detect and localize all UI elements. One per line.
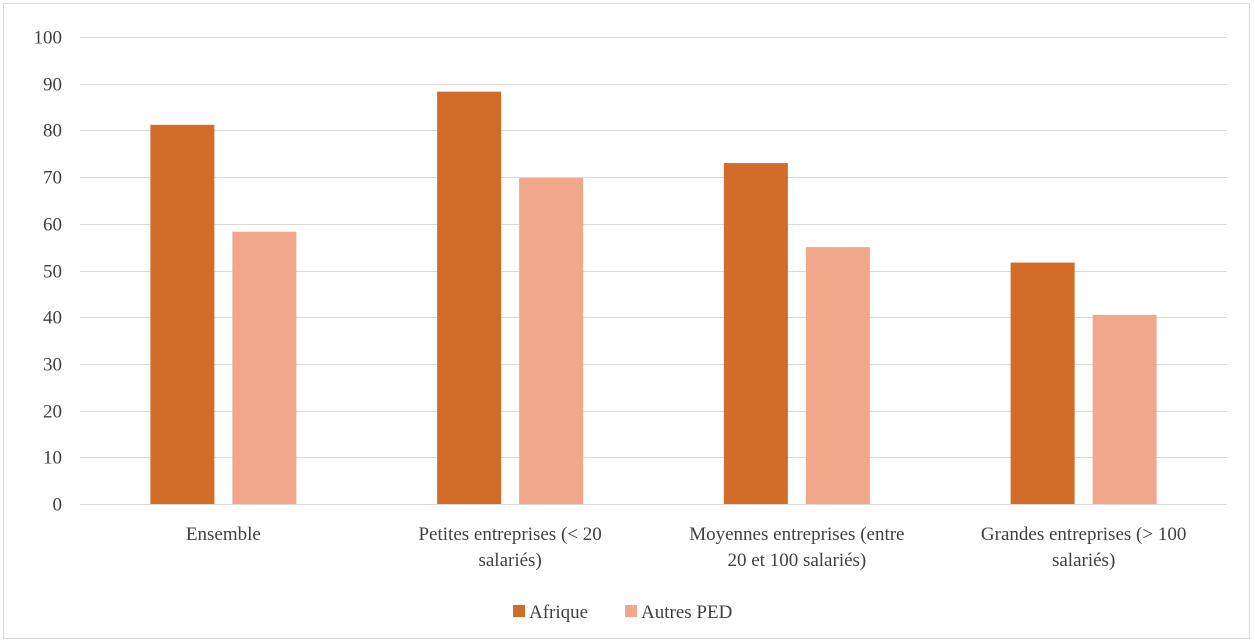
y-tick-label: 10: [43, 448, 62, 469]
y-tick-label: 0: [53, 495, 63, 516]
legend-swatch-0: [513, 605, 525, 617]
x-axis-categories: Ensemble Petites entreprises (< 20 salarié…: [186, 524, 1186, 571]
legend: Afrique Autres PED: [513, 602, 732, 623]
bar-afrique-1: [437, 91, 502, 504]
bar-afrique-3: [1010, 262, 1075, 504]
y-tick-label: 70: [43, 168, 62, 189]
legend-label-0: Afrique: [529, 602, 588, 623]
bar-autres-ped-3: [1092, 314, 1157, 504]
bar-afrique-0: [150, 124, 215, 505]
legend-label-1: Autres PED: [641, 602, 732, 623]
y-tick-label: 50: [43, 262, 62, 283]
x-category-label: Grandes entreprises (> 100: [981, 524, 1186, 545]
bars: [150, 91, 1157, 505]
x-category-label: Petites entreprises (< 20: [418, 524, 601, 545]
bar-autres-ped-2: [805, 247, 870, 504]
x-category-label: Moyennes entreprises (entre: [689, 524, 904, 545]
x-category-label: salariés): [1052, 550, 1115, 571]
bar-afrique-2: [723, 163, 788, 504]
legend-swatch-1: [625, 605, 637, 617]
y-tick-label: 60: [43, 215, 62, 236]
y-tick-label: 40: [43, 308, 62, 329]
y-tick-label: 100: [34, 28, 63, 49]
bar-autres-ped-0: [232, 231, 297, 504]
bar-autres-ped-1: [519, 178, 584, 504]
x-category-label: Ensemble: [186, 524, 261, 545]
y-tick-label: 90: [43, 75, 62, 96]
x-category-label: salariés): [478, 550, 541, 571]
y-tick-label: 20: [43, 402, 62, 423]
x-category-label: 20 et 100 salariés): [727, 550, 866, 571]
y-tick-label: 80: [43, 121, 62, 142]
y-tick-label: 30: [43, 355, 62, 376]
y-axis-ticks: 0 10 20 30 40 50 60 70 80 90 100: [34, 28, 63, 516]
